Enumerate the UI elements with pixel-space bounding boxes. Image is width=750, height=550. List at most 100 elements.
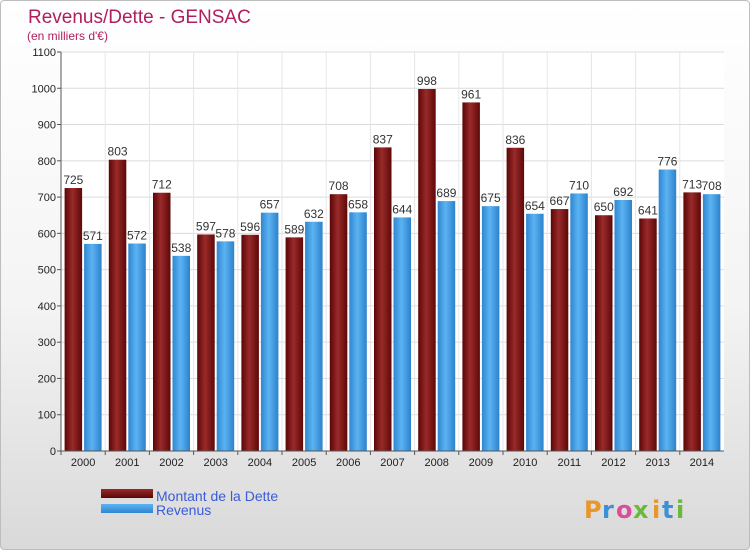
legend-label-revenus: Revenus — [156, 502, 211, 518]
chart-subtitle: (en milliers d'€) — [27, 29, 108, 43]
x-axis-ticks: 2000 2001 2002 2003 2004 2005 2006 2007 2008 2009… — [60, 451, 714, 469]
x-tick-label: 2001 — [115, 457, 139, 469]
legend-label-debt: Montant de la Dette — [156, 488, 278, 504]
logo-letter: r — [602, 496, 614, 524]
y-tick-label: 1000 — [32, 83, 56, 95]
bar-debt — [197, 234, 215, 451]
bar-debt — [374, 147, 392, 451]
value-label-revenus: 578 — [215, 226, 235, 240]
value-label-debt: 708 — [329, 179, 349, 193]
bar-revenus — [437, 201, 456, 451]
value-label-revenus: 710 — [569, 178, 589, 192]
x-tick-label: 2000 — [71, 457, 95, 469]
value-label-debt: 837 — [373, 132, 393, 146]
legend: Montant de la Dette Revenus — [101, 488, 278, 518]
y-tick-label: 900 — [38, 120, 56, 132]
y-tick-label: 400 — [38, 301, 56, 313]
logo-letter: i — [676, 496, 684, 524]
x-tick-label: 2011 — [557, 457, 581, 469]
bar-debt — [595, 215, 613, 451]
x-tick-label: 2007 — [380, 457, 404, 469]
bar-debt — [683, 192, 701, 451]
bar-debt — [462, 102, 480, 451]
value-label-revenus: 632 — [304, 207, 324, 221]
x-tick-label: 2008 — [424, 457, 448, 469]
value-label-revenus: 776 — [657, 155, 677, 169]
value-label-revenus: 644 — [392, 202, 412, 216]
logo-letter: o — [616, 496, 633, 524]
value-label-revenus: 538 — [171, 241, 191, 255]
logo-letter: x — [633, 496, 649, 524]
y-tick-label: 700 — [38, 192, 56, 204]
value-label-revenus: 658 — [348, 197, 368, 211]
y-tick-label: 300 — [38, 337, 56, 349]
bar-revenus — [216, 241, 235, 451]
x-tick-label: 2002 — [159, 457, 183, 469]
y-tick-label: 800 — [38, 156, 56, 168]
legend-swatch-debt — [101, 489, 153, 498]
bar-debt — [285, 237, 304, 451]
value-label-revenus: 708 — [702, 179, 722, 193]
x-tick-label: 2013 — [645, 457, 669, 469]
value-label-revenus: 689 — [436, 186, 456, 200]
value-label-debt: 650 — [594, 200, 614, 214]
value-label-revenus: 675 — [481, 191, 501, 205]
bar-revenus — [305, 221, 323, 451]
value-label-debt: 667 — [550, 194, 570, 208]
bar-debt — [550, 209, 569, 451]
bar-revenus — [570, 193, 588, 452]
bar-revenus — [614, 199, 632, 451]
value-label-debt: 641 — [638, 203, 658, 217]
y-axis-ticks: 0 100 200 300 400 500 600 700 800 900 1000 1100 — [32, 47, 61, 458]
y-tick-label: 0 — [50, 446, 56, 458]
bar-debt — [108, 159, 127, 452]
value-label-revenus: 571 — [83, 229, 103, 243]
y-tick-label: 1100 — [32, 47, 56, 59]
bar-revenus — [393, 217, 411, 451]
x-tick-label: 2009 — [469, 457, 493, 469]
plot-area — [61, 52, 724, 451]
x-tick-label: 2014 — [690, 457, 714, 469]
bar-debt — [639, 218, 657, 451]
x-tick-label: 2012 — [601, 457, 625, 469]
bar-revenus — [172, 255, 190, 451]
value-label-debt: 803 — [108, 145, 128, 159]
value-label-debt: 596 — [240, 220, 260, 234]
value-label-debt: 725 — [63, 173, 83, 187]
bar-revenus — [658, 169, 677, 452]
value-label-revenus: 692 — [613, 185, 633, 199]
value-label-debt: 836 — [505, 133, 525, 147]
value-label-debt: 713 — [682, 177, 702, 191]
x-tick-label: 2005 — [292, 457, 316, 469]
x-tick-label: 2006 — [336, 457, 360, 469]
logo-letter: i — [652, 496, 660, 524]
logo-letter: P — [584, 496, 602, 524]
bar-debt — [506, 147, 525, 451]
bar-revenus — [349, 212, 367, 451]
bar-debt — [241, 234, 259, 451]
value-label-revenus: 572 — [127, 229, 147, 243]
x-tick-label: 2003 — [203, 457, 227, 469]
value-label-debt: 998 — [417, 74, 437, 88]
value-label-debt: 712 — [152, 178, 172, 192]
bar-debt — [329, 194, 348, 451]
value-label-revenus: 654 — [525, 199, 545, 213]
bar-revenus — [84, 243, 102, 451]
x-tick-label: 2004 — [248, 457, 272, 469]
y-tick-label: 500 — [38, 265, 56, 277]
y-tick-label: 200 — [38, 373, 56, 385]
logo-letter: t — [662, 496, 673, 524]
bar-revenus — [526, 213, 544, 451]
y-tick-label: 100 — [38, 410, 56, 422]
bar-revenus — [260, 212, 279, 451]
legend-swatch-revenus — [101, 504, 153, 513]
bar-revenus — [702, 194, 721, 451]
value-label-debt: 961 — [461, 87, 481, 101]
bar-debt — [418, 88, 436, 452]
value-label-debt: 597 — [196, 219, 216, 233]
value-label-revenus: 657 — [260, 198, 280, 212]
bar-debt — [153, 192, 171, 452]
